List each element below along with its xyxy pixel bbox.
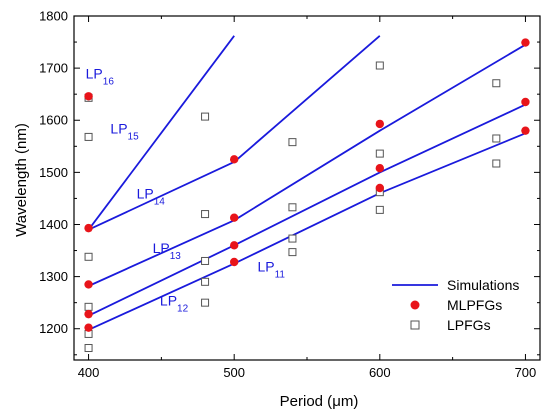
simulation-curve-lp13: [88, 43, 526, 287]
lpfg-point: [288, 234, 297, 243]
lpfg-point: [492, 79, 501, 88]
mlpfg-point: [521, 38, 530, 47]
legend-mlpfg-label: MLPFGs: [447, 297, 502, 313]
axes: 400 500 600 700 1200 1300 1400 1500 1600 1700 1800: [39, 9, 540, 380]
x-tick-label: 400: [78, 365, 100, 380]
y-tick-label: 1600: [39, 113, 68, 128]
mlpfg-point: [375, 119, 385, 129]
mlpfg-point: [375, 183, 385, 193]
lpfg-point: [84, 252, 93, 261]
lpfg-point: [375, 149, 384, 158]
lpfg-point: [288, 138, 297, 147]
mlpfg-point: [229, 155, 239, 164]
mode-label-lp16: LP16: [86, 66, 115, 88]
lpfg-point: [201, 298, 210, 307]
mlpfg-point: [229, 257, 239, 267]
legend: Simulations MLPFGs LPFGs: [392, 277, 519, 333]
mlpfg-point: [84, 280, 93, 289]
simulation-curve-lp11: [88, 132, 526, 331]
simulation-curve-lp12: [88, 103, 526, 317]
lpfg-point: [375, 205, 384, 214]
lpfg-point: [288, 248, 297, 257]
lpfg-point: [492, 134, 501, 143]
x-tick-label: 500: [223, 365, 245, 380]
mode-label-lp11: LP11: [257, 258, 285, 280]
mlpfg-point: [84, 309, 93, 319]
lpfg-point: [201, 256, 210, 265]
simulation-curve-lp15: [87, 35, 235, 231]
y-tick-label: 1800: [39, 9, 68, 24]
lpfg-point: [84, 344, 93, 353]
x-tick-label: 600: [369, 365, 391, 380]
mlpfg-point: [521, 126, 530, 135]
mlpfg-point: [84, 223, 93, 233]
y-axis-title: Wavelength (nm): [13, 123, 30, 237]
mlpfg-point: [229, 241, 239, 250]
simulation-curves: [87, 35, 526, 331]
mlpfg-point: [84, 323, 93, 332]
mlpfg-point: [375, 163, 385, 173]
mlpfg-points: [84, 38, 530, 332]
mlpfg-point: [229, 213, 239, 222]
legend-lpfg-swatch: [410, 320, 420, 330]
lpfg-point: [84, 132, 93, 141]
mode-labels: LP16 LP15 LP14 LP13 LP12 LP11: [86, 66, 286, 315]
mlpfg-point: [521, 97, 530, 107]
mode-label-lp14: LP14: [137, 185, 166, 207]
lpfg-point: [201, 210, 210, 219]
mode-label-lp13: LP13: [153, 240, 182, 262]
lpfg-point: [375, 61, 384, 70]
legend-mlpfg-swatch: [410, 300, 420, 310]
legend-lpfg-label: LPFGs: [447, 317, 491, 333]
lpfg-point: [288, 203, 297, 212]
y-tick-label: 1700: [39, 61, 68, 76]
y-tick-label: 1500: [39, 165, 68, 180]
lpfg-point: [201, 277, 210, 286]
lpfg-point: [492, 159, 501, 168]
y-tick-label: 1200: [39, 321, 68, 336]
mode-label-lp15: LP15: [110, 120, 139, 142]
y-tick-label: 1300: [39, 269, 68, 284]
mode-label-lp12: LP12: [160, 292, 189, 314]
lpfg-point: [201, 112, 210, 121]
lpfg-point: [84, 302, 93, 311]
legend-simulations-label: Simulations: [447, 277, 519, 293]
lpfg-points: [84, 61, 501, 353]
x-tick-label: 700: [515, 365, 537, 380]
mlpfg-point: [84, 92, 93, 101]
y-tick-label: 1400: [39, 217, 68, 232]
x-axis-title: Period (μm): [280, 393, 359, 410]
